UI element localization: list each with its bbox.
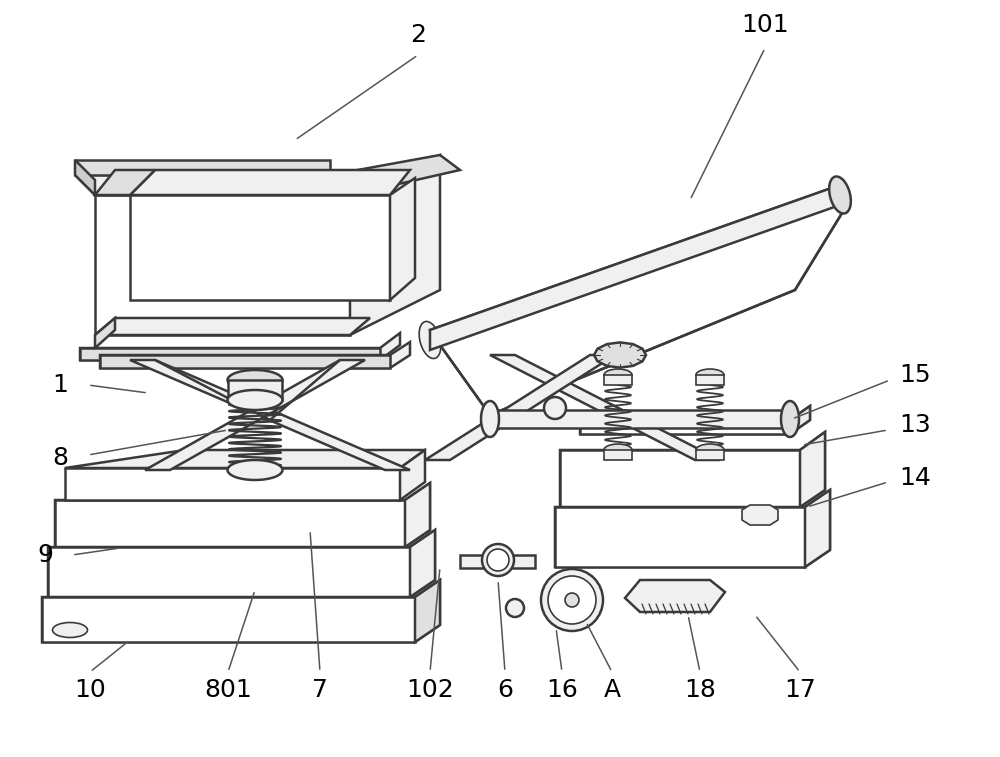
Polygon shape	[95, 318, 370, 335]
Polygon shape	[55, 500, 405, 547]
Text: 9: 9	[37, 543, 53, 567]
Ellipse shape	[565, 593, 579, 607]
Polygon shape	[490, 355, 720, 460]
Text: 1: 1	[52, 373, 68, 397]
Text: 13: 13	[899, 413, 931, 437]
Text: 18: 18	[684, 678, 716, 702]
Ellipse shape	[228, 390, 283, 410]
Ellipse shape	[228, 460, 283, 480]
Polygon shape	[430, 185, 840, 350]
Polygon shape	[95, 170, 155, 195]
Ellipse shape	[481, 401, 499, 437]
Polygon shape	[95, 195, 350, 335]
Ellipse shape	[419, 322, 441, 359]
Polygon shape	[65, 450, 425, 468]
Text: 102: 102	[406, 678, 454, 702]
Ellipse shape	[604, 369, 632, 381]
Polygon shape	[75, 160, 95, 195]
Polygon shape	[48, 547, 410, 597]
Polygon shape	[490, 410, 790, 428]
Text: 101: 101	[741, 13, 789, 37]
Polygon shape	[604, 450, 632, 460]
Text: 801: 801	[204, 678, 252, 702]
Polygon shape	[460, 555, 535, 568]
Polygon shape	[390, 178, 415, 300]
Polygon shape	[405, 483, 430, 547]
Ellipse shape	[228, 370, 283, 390]
Ellipse shape	[829, 176, 851, 213]
Polygon shape	[65, 468, 400, 500]
Polygon shape	[625, 580, 725, 612]
Polygon shape	[145, 360, 365, 470]
Polygon shape	[430, 185, 850, 345]
Polygon shape	[580, 406, 810, 434]
Text: 17: 17	[784, 678, 816, 702]
Text: 15: 15	[899, 363, 931, 387]
Ellipse shape	[506, 599, 524, 617]
Ellipse shape	[544, 397, 566, 419]
Polygon shape	[410, 530, 435, 597]
Ellipse shape	[696, 369, 724, 381]
Polygon shape	[742, 505, 778, 525]
Polygon shape	[130, 195, 390, 300]
Polygon shape	[560, 450, 800, 507]
Polygon shape	[800, 432, 825, 507]
Ellipse shape	[548, 576, 596, 624]
Polygon shape	[130, 170, 410, 195]
Text: 7: 7	[312, 678, 328, 702]
Polygon shape	[555, 490, 830, 567]
Polygon shape	[95, 318, 115, 348]
Polygon shape	[696, 450, 724, 460]
Polygon shape	[80, 348, 380, 360]
Polygon shape	[604, 375, 632, 385]
Polygon shape	[55, 483, 430, 547]
Text: 16: 16	[546, 678, 578, 702]
Polygon shape	[48, 530, 435, 597]
Polygon shape	[415, 580, 440, 642]
Text: 14: 14	[899, 466, 931, 490]
Polygon shape	[805, 490, 830, 567]
Polygon shape	[350, 155, 440, 335]
Ellipse shape	[541, 569, 603, 631]
Ellipse shape	[696, 444, 724, 456]
Polygon shape	[100, 342, 410, 368]
Text: 6: 6	[497, 678, 513, 702]
Polygon shape	[330, 155, 460, 195]
Polygon shape	[80, 333, 400, 360]
Polygon shape	[75, 175, 350, 195]
Ellipse shape	[781, 401, 799, 437]
Polygon shape	[42, 580, 440, 642]
Polygon shape	[440, 200, 850, 415]
Ellipse shape	[482, 544, 514, 576]
Polygon shape	[425, 355, 615, 460]
Polygon shape	[790, 406, 810, 434]
Ellipse shape	[52, 622, 88, 637]
Polygon shape	[594, 342, 646, 368]
Text: 10: 10	[74, 678, 106, 702]
Polygon shape	[400, 450, 425, 500]
Polygon shape	[696, 375, 724, 385]
Polygon shape	[580, 420, 790, 434]
Text: 8: 8	[52, 446, 68, 470]
Polygon shape	[560, 432, 825, 507]
Polygon shape	[130, 360, 410, 470]
Polygon shape	[555, 507, 805, 567]
Polygon shape	[42, 597, 415, 642]
Polygon shape	[228, 380, 282, 400]
Polygon shape	[75, 160, 330, 175]
Polygon shape	[100, 355, 390, 368]
Text: 2: 2	[410, 23, 426, 47]
Ellipse shape	[604, 444, 632, 456]
Text: A: A	[603, 678, 621, 702]
Ellipse shape	[487, 549, 509, 571]
